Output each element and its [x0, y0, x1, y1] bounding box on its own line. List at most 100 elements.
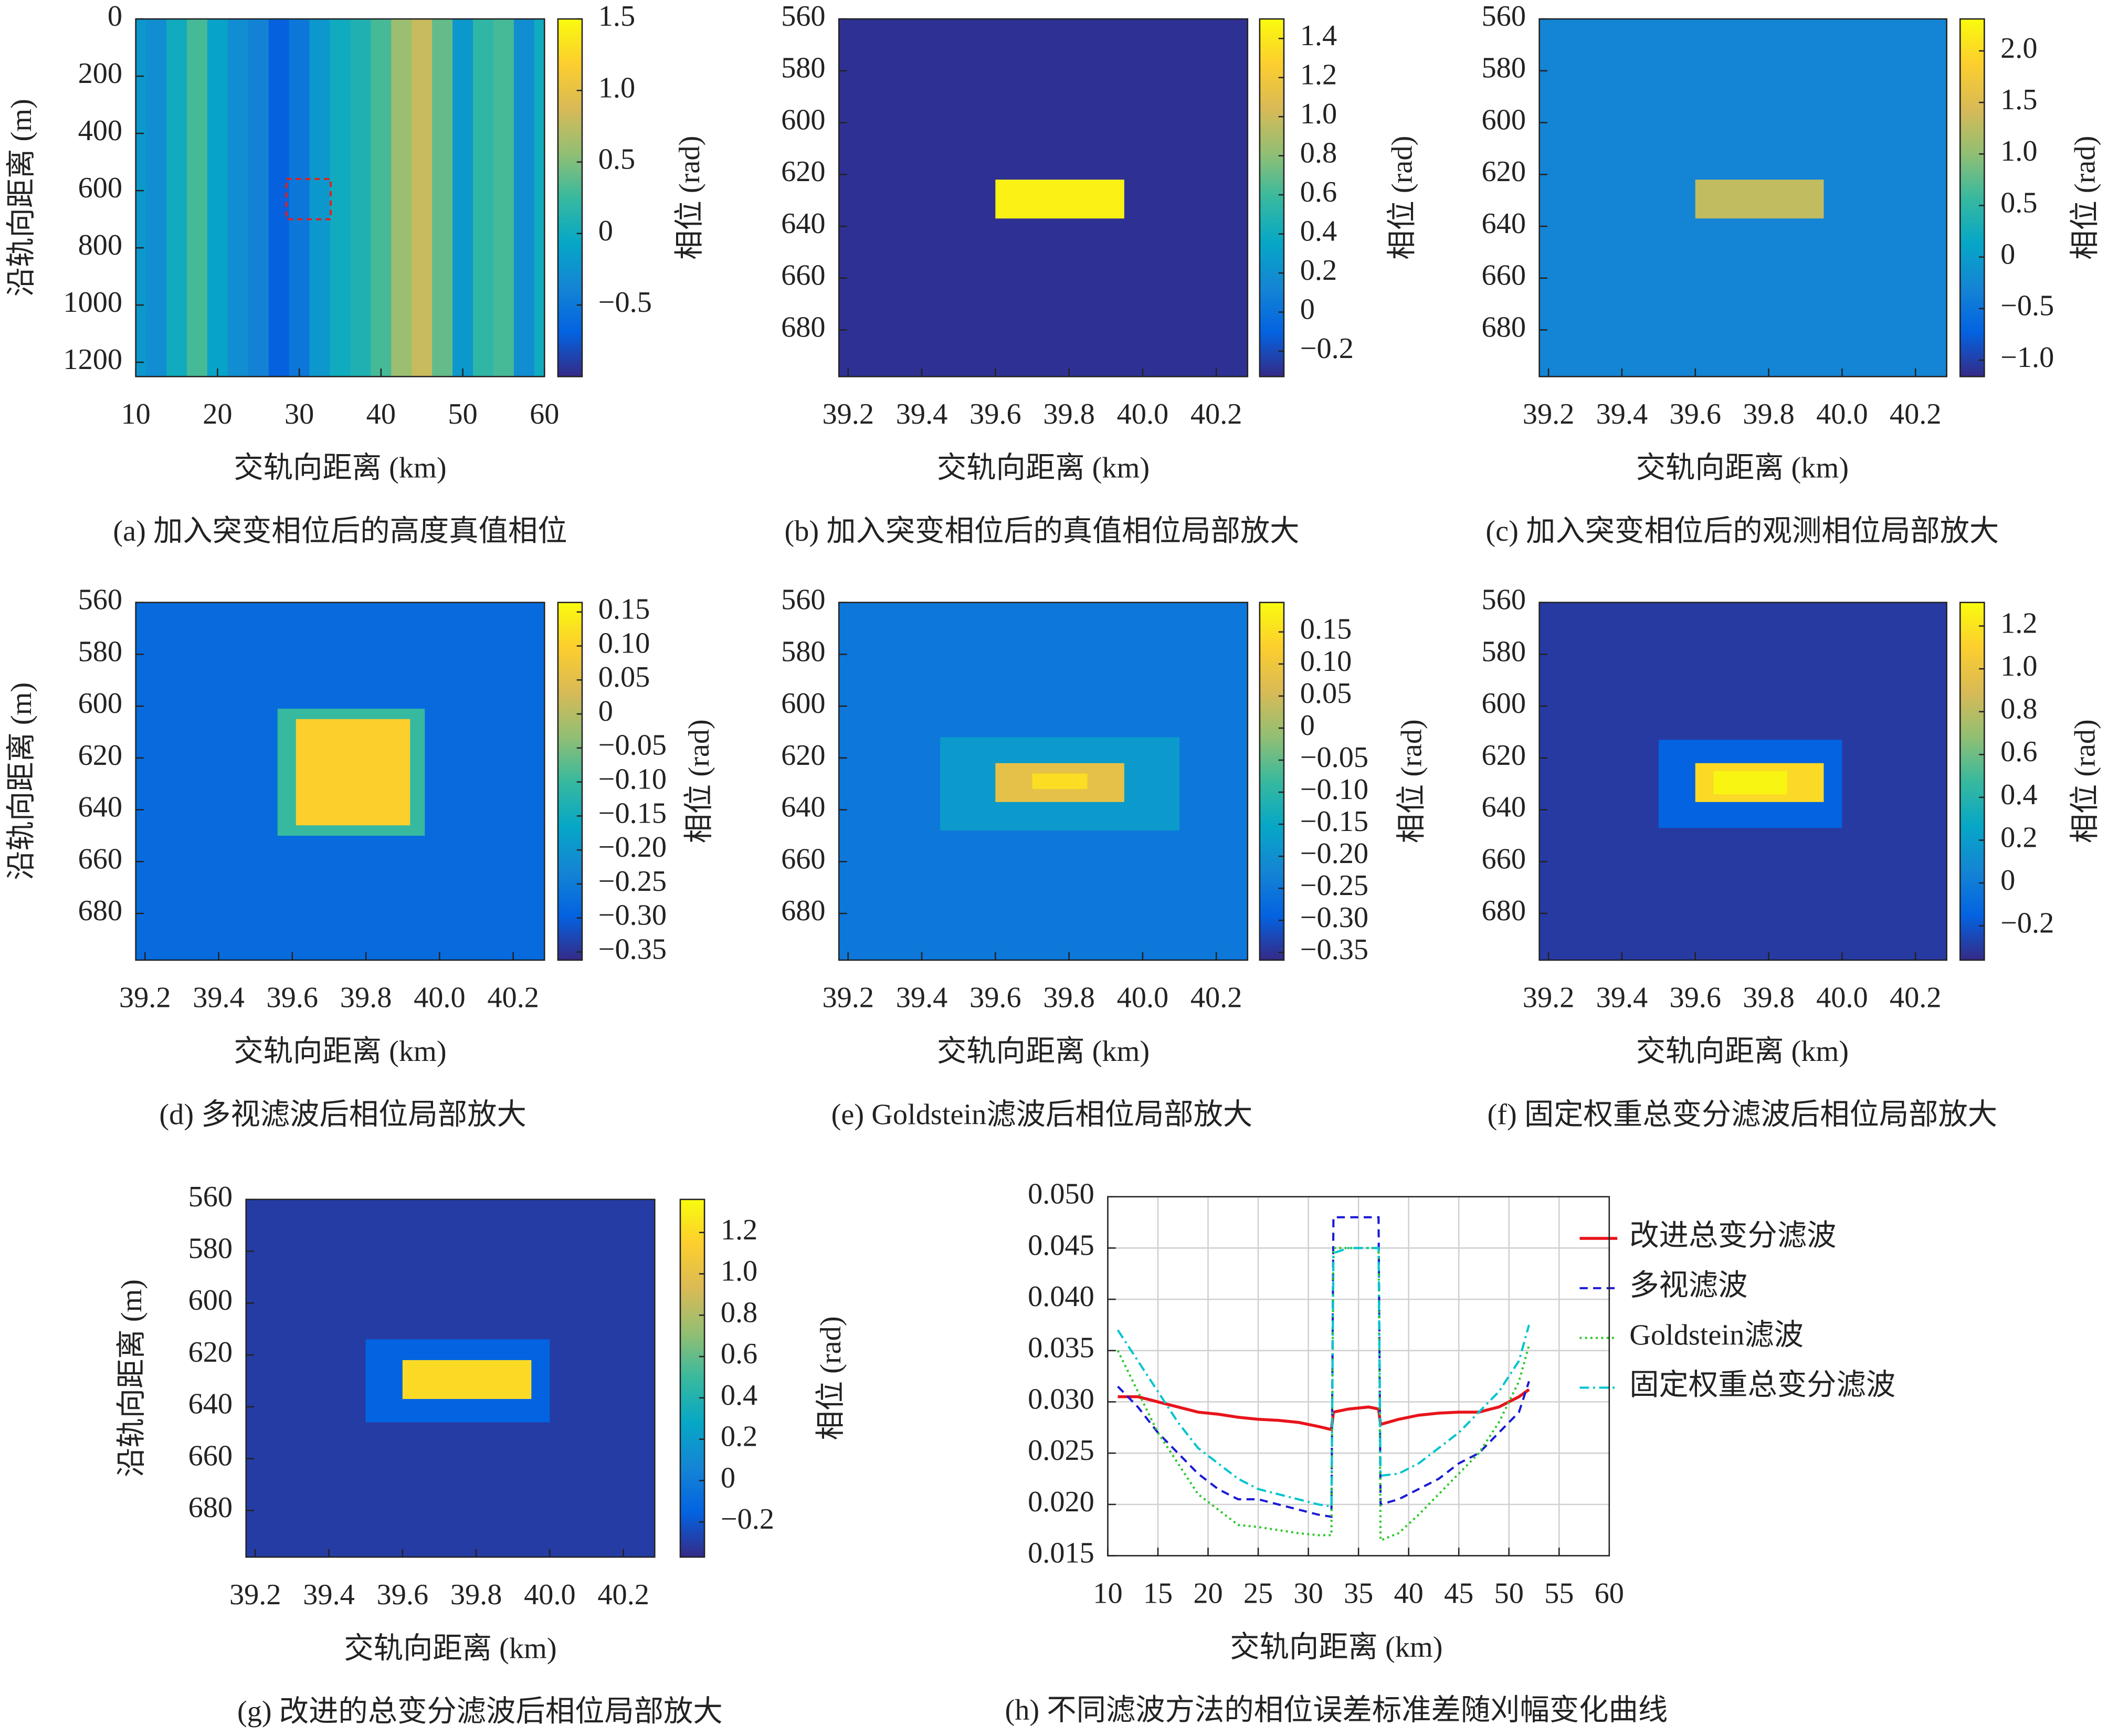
y-tick-label: 620 — [781, 155, 825, 188]
caption: (f) 固定权重总变分滤波后相位局部放大 — [1488, 1099, 1998, 1131]
heatmap-column — [207, 19, 229, 377]
colorbar-tick-label: 0.10 — [598, 627, 650, 659]
y-tick-label: 680 — [781, 895, 825, 927]
x-tick-label: 40.0 — [1816, 982, 1868, 1014]
heatmap-column — [166, 19, 188, 377]
colorbar-tick-label: 0.8 — [2000, 693, 2037, 725]
legend-label: 多视滤波 — [1629, 1269, 1747, 1302]
x-tick-label: 39.4 — [896, 982, 948, 1014]
y-tick-label: 1200 — [63, 343, 122, 376]
colorbar-tick-label: 1.4 — [1300, 19, 1337, 52]
legend-label: 改进总变分滤波 — [1629, 1219, 1836, 1252]
heatmap-column — [309, 19, 331, 377]
x-tick-label: 39.4 — [193, 982, 245, 1014]
highlight-box — [285, 177, 332, 220]
heatmap-column — [330, 19, 351, 377]
colorbar-label: 相位 (rad) — [2069, 719, 2102, 843]
x-tick-label: 39.4 — [896, 398, 948, 430]
colorbar-label: 相位 (rad) — [683, 719, 715, 843]
colorbar-tick-label: 1.2 — [2000, 607, 2037, 639]
plot-frame — [838, 602, 1249, 961]
y-tick-label: 0.020 — [1028, 1486, 1094, 1518]
heatmap-column — [432, 19, 454, 377]
y-tick-label: 400 — [78, 114, 122, 147]
x-tick-label: 40.2 — [1890, 398, 1942, 430]
x-tick-label: 39.2 — [229, 1579, 281, 1611]
heatmap-column — [412, 19, 433, 377]
colorbar — [557, 18, 583, 377]
heatmap-cells — [135, 602, 545, 960]
colorbar-tick-label: 0 — [2000, 864, 2015, 897]
y-tick-label: 600 — [188, 1284, 233, 1317]
y-tick-label: 580 — [781, 635, 825, 668]
heatmap-cells — [839, 19, 1248, 377]
colorbar-tick-label: −0.30 — [598, 899, 667, 932]
y-tick-label: 560 — [1481, 0, 1526, 33]
colorbar-tick-label: 0.8 — [721, 1296, 757, 1329]
colorbar-label: 相位 (rad) — [2069, 136, 2102, 260]
y-tick-label: 0.030 — [1028, 1383, 1094, 1415]
series-line — [1117, 1216, 1530, 1518]
colorbar-tick-label: 0 — [2000, 238, 2015, 271]
x-tick-label: 45 — [1444, 1577, 1473, 1609]
colorbar-tick-label: −0.10 — [598, 763, 667, 796]
colorbar-tick-label: 0.6 — [721, 1338, 757, 1370]
heatmap-cells — [135, 19, 545, 377]
y-tick-label: 600 — [781, 103, 825, 136]
heatmap-column — [135, 19, 147, 377]
heatmap-column — [350, 19, 372, 377]
y-tick-label: 560 — [188, 1181, 233, 1213]
colorbar-tick-label: 1.2 — [721, 1214, 757, 1246]
heatmap-patch — [402, 1360, 532, 1399]
y-tick-label: 640 — [78, 791, 122, 824]
colorbar — [1259, 18, 1285, 377]
legend-label: 固定权重总变分滤波 — [1629, 1369, 1895, 1401]
caption: (c) 加入突变相位后的观测相位局部放大 — [1485, 515, 1999, 548]
colorbar-tick-label: −0.35 — [1300, 933, 1368, 966]
x-tick-label: 30 — [1293, 1577, 1323, 1609]
y-tick-label: 580 — [78, 635, 122, 668]
plot-frame — [1538, 602, 1947, 961]
heatmap-column — [493, 19, 515, 377]
heatmap-column — [248, 19, 270, 377]
colorbar — [1959, 602, 1985, 961]
colorbar-tick-label: 0.6 — [1300, 176, 1337, 208]
colorbar-tick-label: −0.05 — [598, 729, 667, 762]
colorbar-tick-label: −0.20 — [1300, 837, 1368, 870]
caption: (e) Goldstein滤波后相位局部放大 — [831, 1099, 1253, 1131]
colorbar-tick-label: 0.05 — [1300, 677, 1352, 710]
y-tick-label: 620 — [1481, 739, 1526, 772]
colorbar-tick-label: 0.6 — [2000, 735, 2037, 768]
heatmap-patch — [1713, 771, 1787, 794]
colorbar-tick-label: 1.0 — [2000, 135, 2037, 167]
x-tick-label: 39.2 — [1523, 398, 1575, 430]
colorbar-tick-label: 1.0 — [598, 71, 635, 104]
y-tick-label: 620 — [781, 739, 825, 772]
y-tick-label: 640 — [781, 791, 825, 824]
x-tick-label: 40 — [366, 398, 396, 430]
y-tick-label: 580 — [188, 1233, 233, 1265]
y-tick-label: 600 — [78, 687, 122, 720]
y-tick-label: 640 — [1481, 207, 1526, 240]
y-tick-label: 0 — [108, 0, 122, 33]
colorbar — [679, 1198, 705, 1558]
y-tick-label: 660 — [781, 843, 825, 875]
x-tick-label: 39.6 — [969, 398, 1021, 430]
colorbar-tick-label: 0.2 — [2000, 821, 2037, 854]
colorbar-tick-label: 0 — [1300, 709, 1315, 742]
x-tick-label: 39.6 — [377, 1579, 429, 1611]
y-tick-label: 640 — [188, 1388, 233, 1421]
x-tick-label: 15 — [1143, 1577, 1173, 1609]
colorbar — [557, 602, 583, 961]
y-tick-label: 680 — [1481, 895, 1526, 927]
x-tick-label: 25 — [1243, 1577, 1273, 1609]
x-tick-label: 40 — [1394, 1577, 1423, 1609]
colorbar-tick-label: 2.0 — [2000, 32, 2037, 65]
plot-frame — [135, 602, 545, 961]
y-tick-label: 580 — [1481, 52, 1526, 85]
x-tick-label: 20 — [1193, 1577, 1222, 1609]
x-tick-label: 39.8 — [1743, 398, 1795, 430]
x-tick-label: 50 — [1494, 1577, 1524, 1609]
y-axis-label: 沿轨向距离 (m) — [115, 1279, 148, 1477]
